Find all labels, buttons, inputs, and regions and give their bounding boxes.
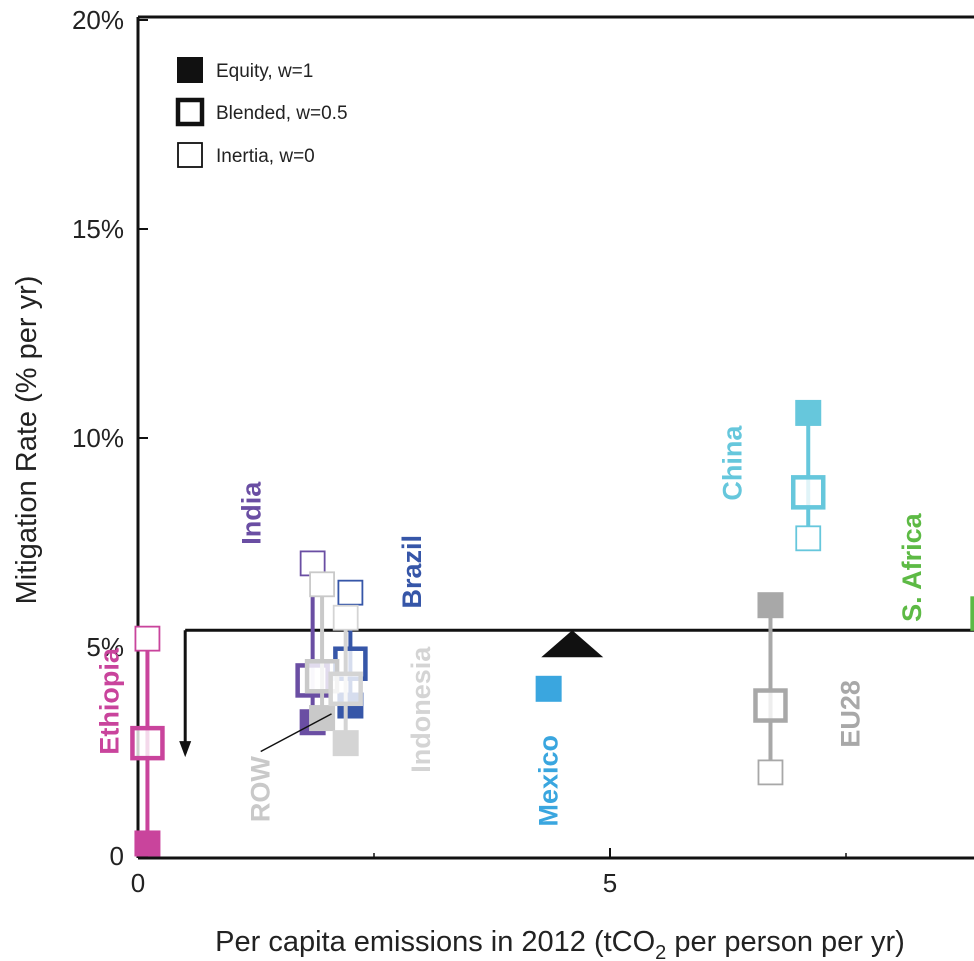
eu28-blended-marker	[753, 688, 788, 723]
x-tick-label: 5	[603, 868, 617, 898]
ethiopia-inertia-marker	[134, 625, 161, 652]
brazil-label: Brazil	[397, 535, 427, 609]
ethiopia-label: Ethiopia	[95, 647, 125, 754]
ethiopia-equity-marker	[134, 830, 161, 857]
s-africa-blended-marker	[970, 596, 974, 631]
row-pointer-line	[260, 713, 332, 753]
chart-label-layer: Ethiopia India Brazil ROW Indonesia Mexico Chi…	[95, 425, 927, 827]
s-africa-label: S. Africa	[897, 512, 927, 622]
india-label: India	[236, 481, 266, 545]
china-equity-marker	[795, 399, 822, 426]
indonesia-inertia-marker	[332, 604, 359, 631]
y-tick-label: 10%	[72, 423, 124, 453]
legend-bold-square-icon	[175, 97, 205, 127]
chart-frame-layer: 05101505%10%15%20%	[72, 5, 974, 898]
china-inertia-marker	[795, 525, 822, 552]
china-blended-marker	[790, 475, 826, 510]
y-axis-title: Mitigation Rate (% per yr)	[11, 276, 43, 605]
chart-data-layer	[130, 399, 974, 857]
legend-thin-square-icon	[177, 142, 203, 168]
brazil-inertia-marker	[337, 579, 364, 606]
legend-entry-label: Equity, w=1	[216, 61, 313, 82]
eu28-label: EU28	[836, 680, 866, 748]
row-inertia-marker	[309, 571, 335, 598]
x-axis-title-subscript: 2	[655, 942, 666, 961]
row-label: ROW	[246, 756, 276, 823]
legend-entry-label: Inertia, w=0	[216, 146, 315, 167]
indonesia-blended-marker	[328, 671, 363, 707]
legend: Equity, w=1 Blended, w=0.5 Inertia, w=0	[175, 57, 348, 168]
y-tick-label: 20%	[72, 5, 124, 35]
china-label: China	[718, 425, 748, 501]
indonesia-equity-marker	[332, 730, 359, 757]
global-mean-marker	[541, 630, 604, 658]
x-tick-label: 0	[131, 868, 145, 898]
mexico-label: Mexico	[534, 735, 564, 827]
mexico-equity-marker	[535, 675, 562, 702]
eu28-inertia-marker	[757, 759, 784, 786]
down-arrow-head	[179, 741, 192, 758]
ethiopia-blended-marker	[130, 725, 165, 761]
y-tick-label: 15%	[72, 214, 124, 244]
x-axis-title: Per capita emissions in 2012 (tCO2 per p…	[215, 926, 905, 961]
legend-filled-square-icon	[177, 57, 203, 83]
indonesia-label: Indonesia	[406, 646, 436, 773]
y-tick-label: 0	[110, 841, 124, 871]
y-tick-label: 5%	[86, 632, 124, 662]
eu28-equity-marker	[757, 592, 784, 619]
legend-entry-label: Blended, w=0.5	[216, 103, 348, 124]
